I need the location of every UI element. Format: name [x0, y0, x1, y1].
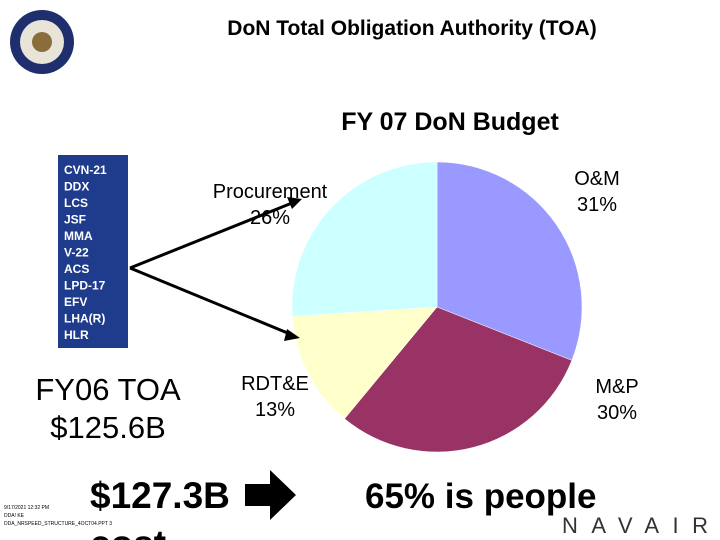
- arrow-line: [129, 266, 291, 336]
- slice-label: RDT&E: [241, 373, 309, 395]
- program-list: CVN-21 DDX LCS JSF MMA V-22 ACS LPD-17 EFV LHA(R)…: [64, 163, 107, 342]
- slice-label: M&P: [595, 376, 638, 398]
- slide-title: DoN Total Obligation Authority (TOA): [227, 17, 596, 40]
- pie-slice: [344, 306, 573, 453]
- seal: [10, 10, 74, 74]
- program-item: LHA(R): [64, 312, 105, 326]
- slice-value-label: 26%: [250, 207, 290, 229]
- program-item: LCS: [64, 196, 88, 210]
- arrow-head: [284, 329, 300, 341]
- program-item: DDX: [64, 180, 89, 194]
- slice-label: Procurement: [213, 181, 328, 203]
- arrow-line: [129, 201, 293, 270]
- fy07-value: $127.3B: [90, 475, 230, 516]
- slice-value-label: 31%: [577, 194, 617, 216]
- slice-value-label: 13%: [255, 399, 295, 421]
- chart-title: FY 07 DoN Budget: [341, 108, 559, 136]
- program-item: HLR: [64, 328, 89, 342]
- program-item: V-22: [64, 246, 89, 260]
- program-item: LPD-17: [64, 279, 106, 293]
- fy06-label: FY06 TOA: [35, 372, 181, 407]
- footer-line: 9/17/2021 12:32 PM: [4, 505, 49, 511]
- slice-value-label: 30%: [597, 402, 637, 424]
- pie-slice: [291, 161, 438, 317]
- program-item: EFV: [64, 295, 87, 309]
- program-box: [58, 155, 128, 348]
- slice-label: O&M: [574, 168, 620, 190]
- program-item: MMA: [64, 229, 93, 243]
- fy06-value: $125.6B: [50, 410, 166, 445]
- seal-emblem: [32, 32, 52, 52]
- program-item: ACS: [64, 262, 89, 276]
- cost-label: cost: [90, 523, 166, 540]
- arrow-head: [287, 197, 302, 209]
- navair-logo: NAVAIR: [562, 513, 712, 538]
- footer-line: DDA_NRSPEED_STRUCTURE_4OCT04.PPT 3: [4, 521, 112, 527]
- people-callout: 65% is people: [365, 477, 596, 516]
- arrows: [129, 197, 302, 341]
- big-arrow: [245, 470, 296, 520]
- program-item: CVN-21: [64, 163, 107, 177]
- pie-slice: [292, 306, 438, 420]
- footer-line: DDA! KE: [4, 513, 25, 519]
- pie-slice: [436, 161, 583, 361]
- program-item: JSF: [64, 213, 86, 227]
- pie: O&M 31% M&P 30% RDT&E 13% Procurement 26%: [213, 161, 639, 453]
